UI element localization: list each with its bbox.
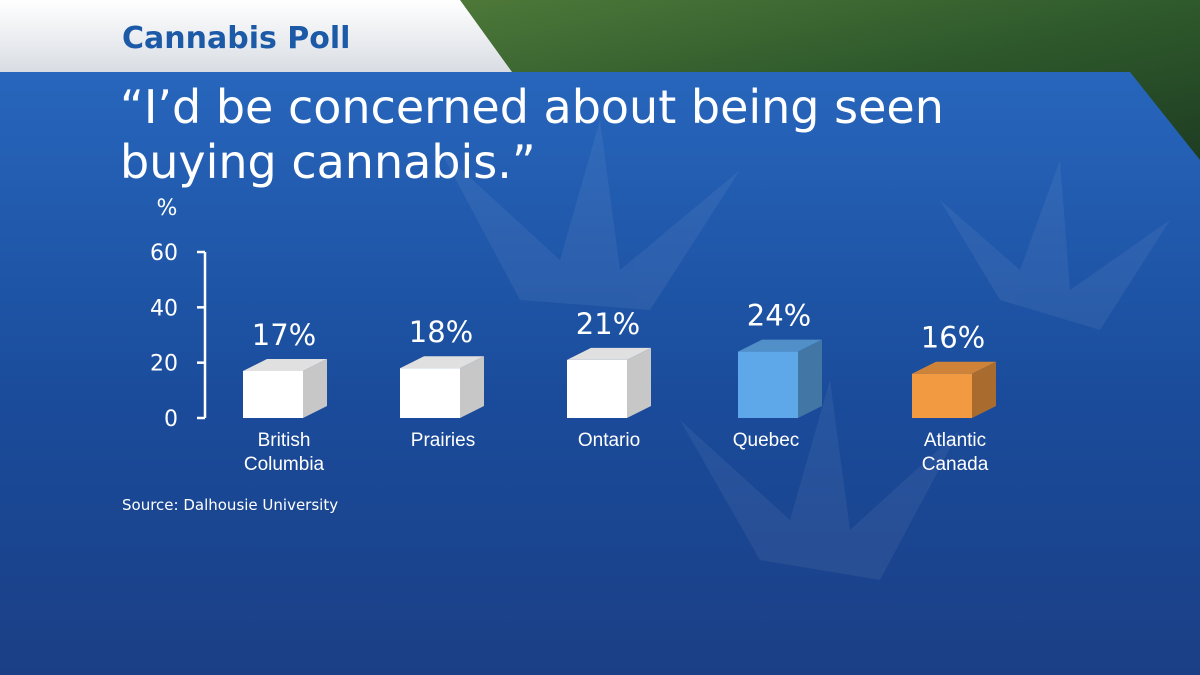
source: Source: Dalhousie University — [122, 496, 338, 514]
y-tick-label: 0 — [164, 407, 178, 432]
y-tick-label: 60 — [150, 241, 178, 266]
bar-side — [627, 347, 651, 418]
leaf-pattern — [440, 120, 1170, 580]
value-label: 18% — [409, 315, 473, 349]
x-tick-label: Ontario — [577, 430, 641, 451]
bar — [243, 370, 303, 418]
chart-title: “I’d be concerned about being seen buying… — [120, 80, 944, 189]
x-tick-label: Quebec — [732, 430, 800, 451]
bar — [400, 368, 460, 418]
bar-side — [972, 361, 996, 418]
value-label: 21% — [576, 307, 640, 341]
bar-side — [798, 339, 822, 418]
y-tick-label: 20 — [150, 352, 178, 377]
bar-side — [303, 358, 327, 418]
x-tick-label: Atlantic Canada — [921, 430, 989, 475]
x-tick-label: British Columbia — [243, 430, 325, 475]
value-label: 16% — [921, 321, 985, 355]
bar-side — [460, 356, 484, 418]
y-axis-label: % — [157, 196, 178, 221]
bar-top — [912, 361, 996, 374]
photo-strip — [420, 0, 1200, 160]
bar — [567, 359, 627, 418]
header: Cannabis Poll — [122, 21, 350, 56]
value-label: 24% — [747, 299, 811, 333]
bar-top — [738, 339, 822, 352]
x-tick-label: Prairies — [410, 430, 476, 451]
value-label: 17% — [252, 318, 316, 352]
bar-top — [567, 347, 651, 360]
bar — [912, 373, 972, 418]
header-tab — [0, 0, 512, 72]
bar-top — [243, 358, 327, 371]
bar — [738, 351, 798, 418]
bar-top — [400, 356, 484, 369]
y-tick-label: 40 — [150, 296, 178, 321]
